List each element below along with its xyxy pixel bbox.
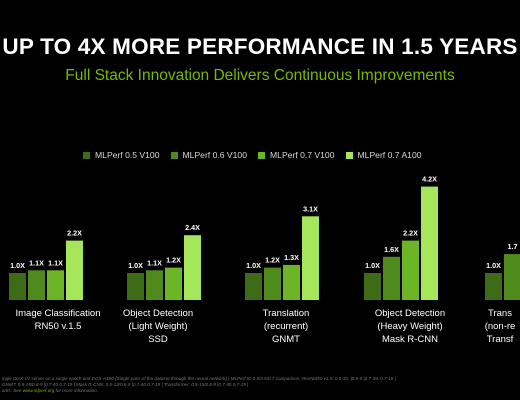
bar [485, 273, 502, 300]
data-label: 1.7 [508, 242, 518, 251]
data-label: 1.2X [166, 256, 181, 265]
legend-label: MLPerf 0.5 V100 [95, 150, 160, 160]
bar [245, 273, 262, 300]
category-label: RN50 v.1.5 [35, 321, 82, 332]
legend-swatch-icon [345, 151, 353, 159]
footnote-line: arks. See www.mlperf.org for more inform… [2, 388, 520, 394]
footnote-text: for more information. [54, 388, 99, 393]
data-label: 2.2X [403, 229, 418, 238]
data-label: 1.1X [29, 258, 44, 267]
footnote-text: arks. See [2, 388, 23, 393]
legend-item-mlperf-06-v100: MLPerf 0.6 V100 [170, 150, 248, 160]
data-label: 2.2X [67, 229, 82, 238]
legend-label: MLPerf 0.7 A100 [357, 150, 422, 160]
bar [184, 235, 201, 300]
bar [302, 216, 319, 300]
bar [28, 270, 45, 300]
category-label: Object Detection [123, 308, 193, 319]
footnote-link[interactable]: www.mlperf.org [22, 388, 55, 393]
page-subtitle: Full Stack Innovation Delivers Continuou… [65, 67, 455, 84]
data-label: 1.0X [486, 261, 501, 270]
page-title: UP TO 4X MORE PERFORMANCE IN 1.5 YEARS [2, 34, 518, 59]
category-label: Mask R-CNN [382, 334, 438, 345]
category-label: Transf [487, 334, 514, 345]
category-label: GNMT [272, 334, 300, 345]
bar [283, 264, 300, 300]
data-label: 1.2X [265, 256, 280, 265]
legend-swatch-icon [258, 151, 265, 159]
chart-legend: MLPerf 0.5 V100 MLPerf 0.6 V100 MLPerf 0… [83, 148, 433, 162]
bar [9, 273, 26, 300]
category-label: Translation [263, 308, 310, 319]
footnote-line: GNMT: 0.5-15/0.6-9 |0.7-40 0.7-19 | Mask… [2, 382, 249, 387]
data-label: 1.0X [365, 261, 380, 270]
bar [402, 240, 419, 300]
category-label: (non-re [485, 321, 516, 332]
data-label: 1.0X [246, 261, 261, 270]
data-label: 3.1X [303, 204, 318, 213]
bar [383, 256, 400, 300]
bar [421, 186, 438, 300]
footnote: ingle DGX-1V server on a single epoch an… [0, 376, 520, 400]
legend-item-mlperf-05-v100: MLPerf 0.5 V100 [83, 150, 160, 160]
data-label: 1.6X [384, 245, 399, 254]
legend-label: MLPerf 0.6 V100 [182, 150, 248, 160]
legend-item-mlperf-07-v100: MLPerf 0.7 V100 [258, 150, 335, 160]
bar [47, 270, 64, 300]
bar [146, 270, 163, 300]
footnote-line: ingle DGX-1V server on a single epoch an… [2, 376, 396, 381]
category-label: Object Detection [375, 308, 445, 319]
category-label: Image Classification [15, 308, 100, 319]
bar [364, 273, 381, 300]
category-label: SSD [148, 334, 168, 345]
data-label: 1.0X [10, 261, 25, 270]
category-label: (recurrent) [264, 321, 308, 332]
legend-swatch-icon [170, 151, 178, 159]
bar-chart: 1.0X 1.1X 1.1X 2.2X Image Classification RN50… [9, 175, 520, 345]
bar [264, 267, 281, 300]
bar [504, 254, 520, 300]
bar [165, 267, 182, 300]
category-label: (Light Weight) [129, 321, 188, 332]
data-label: 2.4X [185, 223, 200, 232]
data-label: 1.1X [147, 258, 162, 267]
category-label: (Heavy Weight) [377, 321, 442, 332]
bar [127, 273, 144, 300]
data-label: 1.1X [48, 258, 63, 267]
legend-item-mlperf-07-a100: MLPerf 0.7 A100 [345, 150, 422, 160]
data-label: 4.2X [422, 175, 437, 184]
legend-swatch-icon [83, 151, 90, 159]
legend-label: MLPerf 0.7 V100 [270, 150, 335, 160]
data-label: 1.3X [284, 253, 299, 262]
bar [66, 240, 83, 300]
data-label: 1.0X [128, 261, 143, 270]
category-label: Trans [488, 308, 512, 319]
